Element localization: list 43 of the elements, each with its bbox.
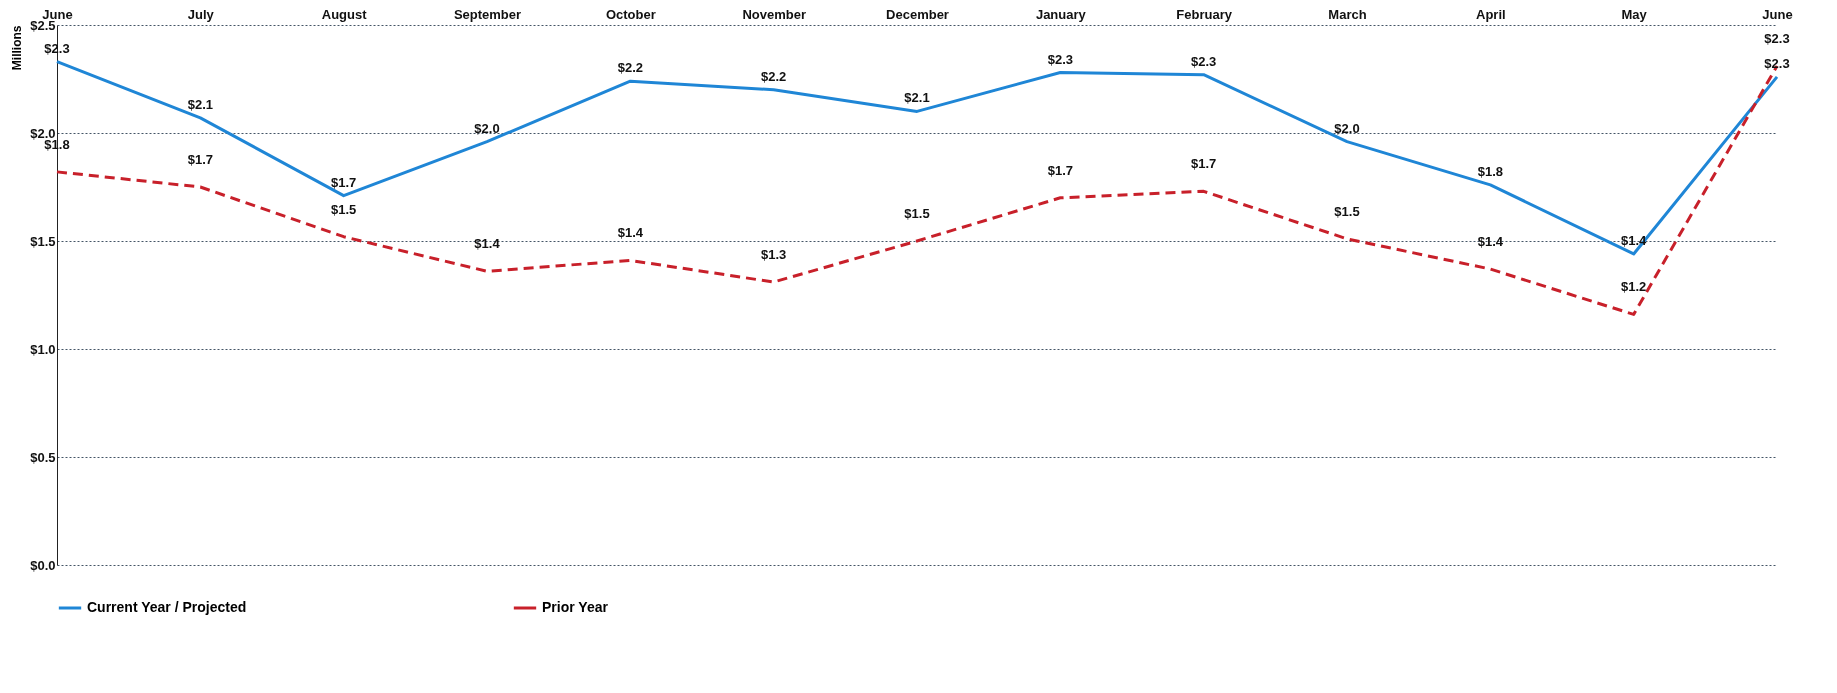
y-tick-label: $2.0 [30, 125, 56, 141]
x-tick-label: April [1476, 6, 1506, 22]
y-tick-label: $0.5 [30, 449, 56, 465]
data-label: $1.8 [1477, 163, 1503, 179]
x-tick-label: May [1621, 6, 1648, 22]
data-label: $1.2 [1621, 279, 1647, 295]
data-label: $1.7 [1191, 156, 1217, 172]
x-tick-label: July [187, 6, 215, 22]
data-label: $2.0 [474, 120, 500, 136]
data-label: $1.4 [1477, 234, 1504, 250]
x-tick-label: March [1328, 6, 1367, 22]
data-label: $2.3 [1047, 51, 1073, 67]
data-label: $2.0 [1334, 120, 1360, 136]
x-tick-label: October [605, 6, 656, 22]
y-tick-label: $1.5 [30, 233, 56, 249]
data-label: $2.3 [1764, 31, 1790, 47]
data-label: $1.7 [331, 174, 357, 190]
x-tick-label: June [1762, 6, 1793, 22]
data-label: $2.2 [617, 60, 643, 76]
data-label: $1.4 [617, 225, 644, 241]
x-tick-label: September [453, 6, 522, 22]
y-axis-title: Millions [10, 25, 25, 71]
data-label: $1.4 [474, 236, 501, 252]
data-label: $1.5 [1334, 203, 1360, 219]
data-label: $1.3 [761, 247, 787, 263]
data-label: $2.1 [904, 90, 930, 106]
data-label: $1.5 [331, 201, 357, 217]
data-label: $1.5 [904, 206, 930, 221]
y-tick-label: $1.0 [30, 341, 56, 357]
x-tick-label: February [1176, 6, 1233, 22]
y-tick-label: $0.0 [30, 557, 56, 573]
x-tick-label: January [1035, 6, 1087, 22]
x-tick-label: December [886, 6, 949, 22]
legend-label: Prior Year [542, 599, 609, 615]
legend-label: Current Year / Projected [87, 599, 247, 615]
x-tick-label: August [321, 6, 368, 22]
data-label: $2.3 [1764, 55, 1790, 71]
data-label: $2.1 [187, 96, 213, 112]
x-tick-label: November [742, 6, 806, 22]
data-label: $1.7 [1047, 162, 1073, 178]
data-label: $1.7 [187, 152, 213, 167]
data-label: $2.3 [1191, 53, 1217, 69]
data-label: $2.2 [761, 68, 787, 84]
